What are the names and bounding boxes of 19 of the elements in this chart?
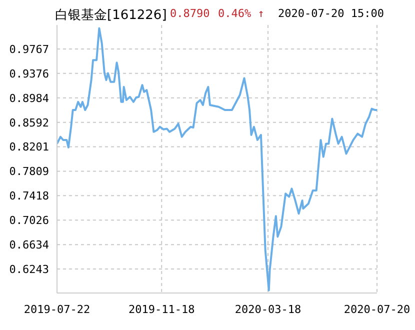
chart-title: 白银基金[161226] <box>55 7 167 24</box>
text: 0.8790 <box>170 7 210 20</box>
x-tick-label: 2020-07-20 <box>344 303 410 316</box>
text: 0.46% ↑ <box>218 7 264 20</box>
text: 2020-07-20 15:00 <box>278 7 384 20</box>
y-tick-label: 0.9376 <box>9 67 49 80</box>
line-series <box>57 27 377 292</box>
y-tick-label: 0.8984 <box>9 92 50 105</box>
y-tick-label: 0.7418 <box>9 190 49 203</box>
y-tick-label: 0.7026 <box>9 214 49 228</box>
x-tick-label: 2019-11-18 <box>128 303 195 316</box>
y-tick-label: 0.8201 <box>9 140 49 154</box>
x-tick-label: 2019-07-22 <box>24 303 90 316</box>
y-tick-label: 0.7809 <box>9 165 49 178</box>
y-tick-label: 0.6634 <box>9 238 50 252</box>
y-tick-label: 0.6243 <box>9 262 49 276</box>
y-tick-label: 0.8592 <box>9 116 49 130</box>
y-tick-label: 0.9767 <box>9 42 49 56</box>
x-tick-label: 2020-03-18 <box>234 303 302 316</box>
